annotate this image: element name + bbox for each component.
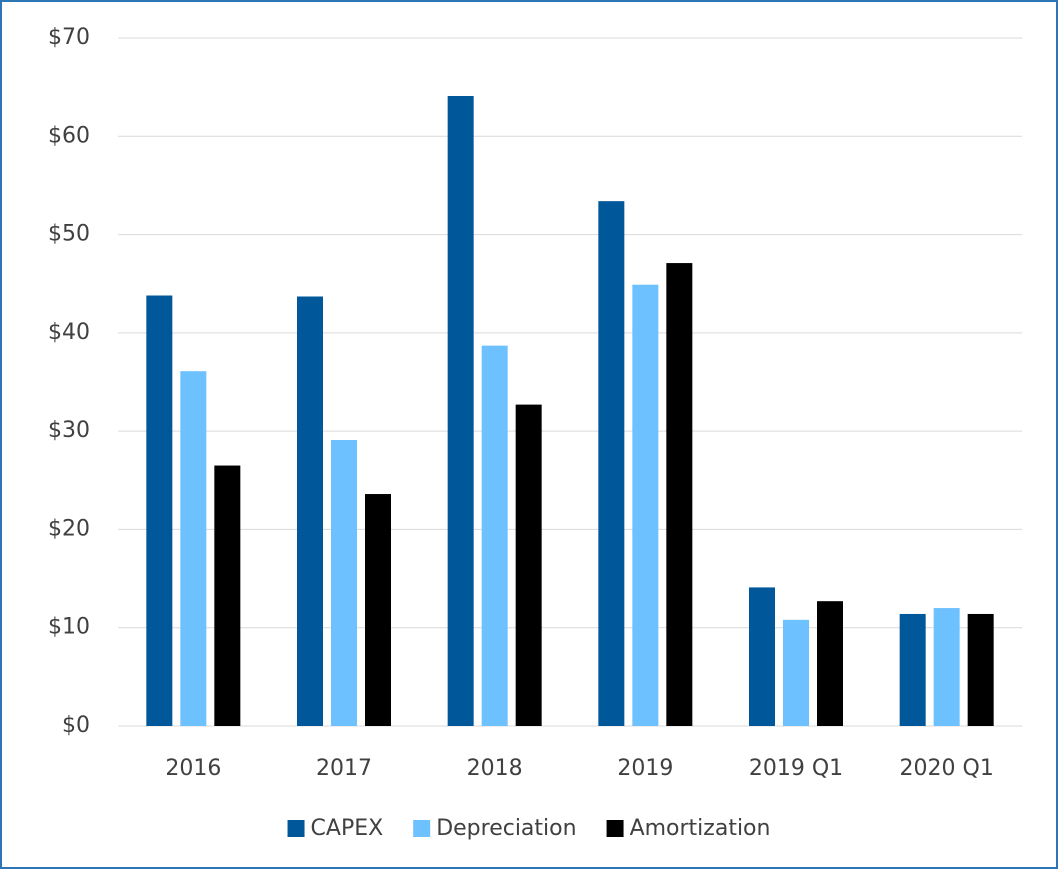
bar xyxy=(146,295,173,726)
x-tick-label: 2019 xyxy=(617,756,673,781)
y-tick-label: $0 xyxy=(62,713,90,738)
bar xyxy=(447,95,474,726)
legend-swatch xyxy=(606,820,624,837)
bar xyxy=(365,494,391,726)
y-tick-label: $50 xyxy=(48,222,90,247)
y-tick-label: $10 xyxy=(48,615,90,640)
bar xyxy=(967,613,994,726)
y-tick-label: $40 xyxy=(48,320,90,345)
bar xyxy=(899,613,926,726)
legend-label: Amortization xyxy=(630,816,771,841)
y-tick-label: $70 xyxy=(48,25,90,50)
bar xyxy=(817,601,843,726)
bar xyxy=(515,404,542,726)
y-tick-label: $60 xyxy=(48,123,90,148)
y-tick-label: $20 xyxy=(48,516,90,541)
legend-swatch xyxy=(413,820,431,837)
bar xyxy=(481,345,508,726)
bar xyxy=(666,263,693,726)
bar xyxy=(632,284,659,726)
x-tick-label: 2020 Q1 xyxy=(900,756,994,781)
bar xyxy=(749,587,775,726)
y-tick-label: $30 xyxy=(48,418,90,443)
bar xyxy=(180,371,207,726)
x-tick-label: 2018 xyxy=(467,756,523,781)
legend-swatch xyxy=(287,820,305,837)
bar xyxy=(297,296,323,726)
x-tick-label: 2017 xyxy=(316,756,372,781)
x-tick-label: 2016 xyxy=(165,756,221,781)
bar xyxy=(214,465,241,726)
legend-label: CAPEX xyxy=(311,816,384,841)
legend-label: Depreciation xyxy=(436,816,576,841)
x-tick-label: 2019 Q1 xyxy=(749,756,843,781)
bar xyxy=(598,201,625,726)
bar xyxy=(933,608,960,726)
bar xyxy=(331,439,357,726)
bar xyxy=(783,619,809,726)
